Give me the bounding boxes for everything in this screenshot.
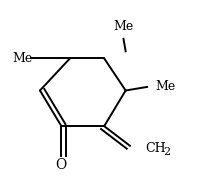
Text: 2: 2 [163, 147, 170, 157]
Text: Me: Me [156, 80, 176, 93]
Text: Me: Me [113, 20, 134, 33]
Text: Me: Me [12, 52, 32, 65]
Text: CH: CH [145, 142, 166, 155]
Text: O: O [56, 158, 67, 172]
